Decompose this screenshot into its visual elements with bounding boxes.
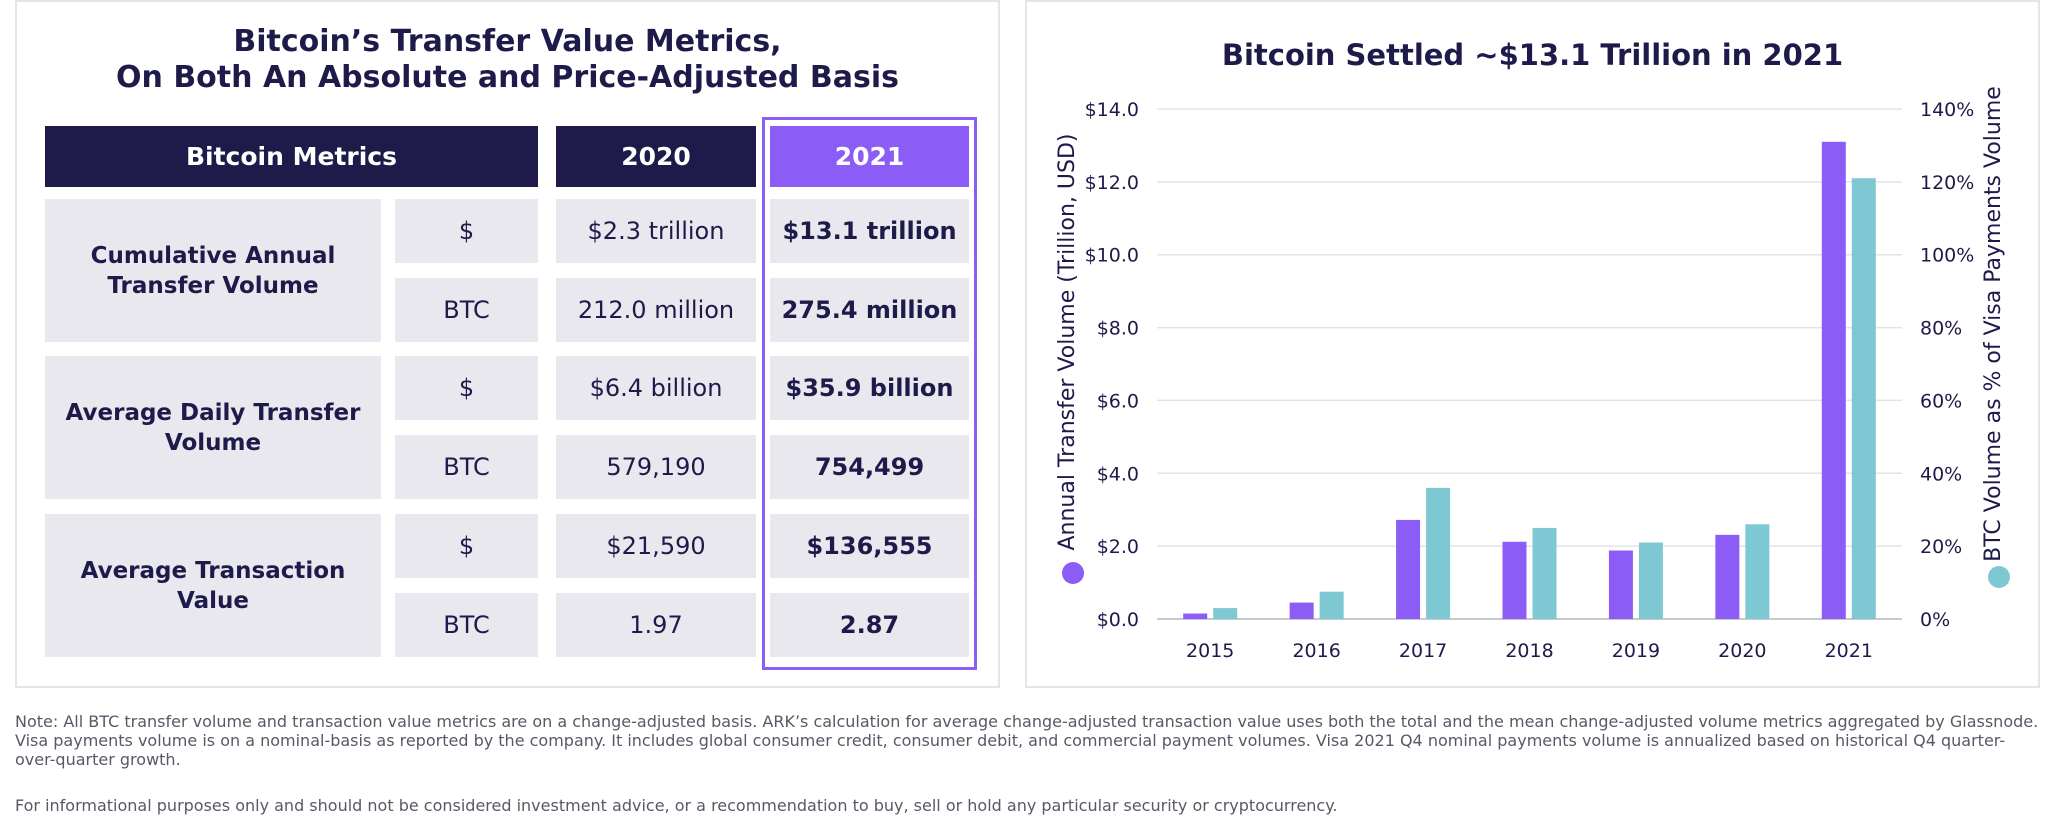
- y-tick-label: $6.0: [1097, 390, 1139, 412]
- value-2021-cell: 754,499: [770, 435, 969, 499]
- y-tick-label: $4.0: [1097, 463, 1139, 485]
- y2-axis-title: BTC Volume as % of Visa Payments Volume: [1981, 86, 2006, 562]
- bar-visa-percentage: [1745, 524, 1770, 619]
- metric-label-average-daily-transfer-volume: Average Daily Transfer Volume: [45, 356, 381, 499]
- bar-visa-percentage: [1319, 591, 1344, 619]
- footnote-disclaimer: For informational purposes only and shou…: [15, 796, 1338, 815]
- unit-cell: BTC: [395, 593, 538, 657]
- bar-chart: $0.0 $2.0 $4.0 $6.0 $8.0 $10.0 $12.0 $14.0 0% 20%…: [1055, 86, 2010, 662]
- y2-tick-label: 40%: [1920, 463, 1962, 485]
- y2-axis-series-marker: [1988, 566, 2010, 588]
- unit-cell: BTC: [395, 435, 538, 499]
- value-2020-cell: 1.97: [556, 593, 756, 657]
- value-2020-cell: 212.0 million: [556, 278, 756, 342]
- transfer-volume-chart-panel: Bitcoin Settled ~$13.1 Trillion in 2021 …: [1025, 0, 2040, 688]
- bar-visa-percentage: [1532, 527, 1557, 619]
- value-2020-cell: $6.4 billion: [556, 356, 756, 420]
- y2-tick-label: 60%: [1920, 390, 1962, 412]
- header-2020: 2020: [556, 126, 756, 187]
- metric-label-average-transaction-value: Average Transaction Value: [45, 514, 381, 657]
- x-tick-label: 2016: [1292, 640, 1340, 662]
- bar-transfer-volume: [1183, 613, 1208, 619]
- x-tick-label: 2020: [1718, 640, 1766, 662]
- value-2021-cell: $136,555: [770, 514, 969, 578]
- y-tick-label: $8.0: [1097, 318, 1139, 340]
- footnote-note: Note: All BTC transfer volume and transa…: [15, 712, 2039, 769]
- header-bitcoin-metrics: Bitcoin Metrics: [45, 126, 538, 187]
- bar-transfer-volume: [1608, 550, 1633, 619]
- y-tick-label: $0.0: [1097, 609, 1139, 631]
- table-title-line1: Bitcoin’s Transfer Value Metrics,: [233, 24, 782, 59]
- x-tick-label: 2018: [1505, 640, 1553, 662]
- table-title: Bitcoin’s Transfer Value Metrics, On Bot…: [17, 24, 998, 96]
- bar-transfer-volume: [1715, 534, 1740, 619]
- bar-visa-percentage: [1426, 487, 1451, 619]
- unit-cell: BTC: [395, 278, 538, 342]
- x-tick-label: 2015: [1186, 640, 1234, 662]
- value-2020-cell: $2.3 trillion: [556, 199, 756, 263]
- bar-transfer-volume: [1289, 602, 1314, 619]
- y-tick-label: $2.0: [1097, 536, 1139, 558]
- x-tick-label: 2019: [1612, 640, 1660, 662]
- bar-transfer-volume: [1502, 541, 1527, 619]
- y2-tick-label: 140%: [1920, 99, 1974, 121]
- value-2021-cell: $35.9 billion: [770, 356, 969, 420]
- bar-visa-percentage: [1213, 608, 1238, 619]
- table-title-line2: On Both An Absolute and Price-Adjusted B…: [116, 60, 899, 95]
- unit-cell: $: [395, 514, 538, 578]
- bar-visa-percentage: [1638, 542, 1663, 619]
- value-2021-cell: $13.1 trillion: [770, 199, 969, 263]
- value-2020-cell: $21,590: [556, 514, 756, 578]
- y2-tick-label: 80%: [1920, 318, 1962, 340]
- highlight-2021-column-frame: [762, 117, 977, 670]
- y-axis-series-marker: [1062, 562, 1084, 584]
- x-tick-label: 2021: [1825, 640, 1873, 662]
- value-2020-cell: 579,190: [556, 435, 756, 499]
- metrics-table-panel: Bitcoin’s Transfer Value Metrics, On Bot…: [15, 0, 1000, 688]
- y2-tick-label: 20%: [1920, 536, 1962, 558]
- metric-label-cumulative-transfer-volume: Cumulative Annual Transfer Volume: [45, 199, 381, 342]
- x-tick-label: 2017: [1399, 640, 1447, 662]
- grid-lines: [1157, 108, 1902, 620]
- unit-cell: $: [395, 356, 538, 420]
- axis-titles: Annual Transfer Volume (Trillion, USD) B…: [1055, 86, 2010, 588]
- y-tick-label: $12.0: [1085, 172, 1139, 194]
- value-2021-cell: 2.87: [770, 593, 969, 657]
- chart-title: Bitcoin Settled ~$13.1 Trillion in 2021: [1221, 38, 1844, 72]
- value-2021-cell: 275.4 million: [770, 278, 969, 342]
- y-tick-label: $10.0: [1085, 245, 1139, 267]
- y-axis-title: Annual Transfer Volume (Trillion, USD): [1055, 133, 1080, 550]
- header-2021: 2021: [770, 126, 969, 187]
- unit-cell: $: [395, 199, 538, 263]
- bars: [1183, 141, 1876, 620]
- tick-labels: $0.0 $2.0 $4.0 $6.0 $8.0 $10.0 $12.0 $14.0 0% 20%…: [1085, 99, 1975, 662]
- y2-tick-label: 100%: [1920, 245, 1974, 267]
- y2-tick-label: 0%: [1920, 609, 1950, 631]
- y2-tick-label: 120%: [1920, 172, 1974, 194]
- bar-transfer-volume: [1396, 519, 1421, 619]
- bar-transfer-volume: [1821, 141, 1846, 620]
- bar-visa-percentage: [1851, 178, 1876, 619]
- y-tick-label: $14.0: [1085, 99, 1139, 121]
